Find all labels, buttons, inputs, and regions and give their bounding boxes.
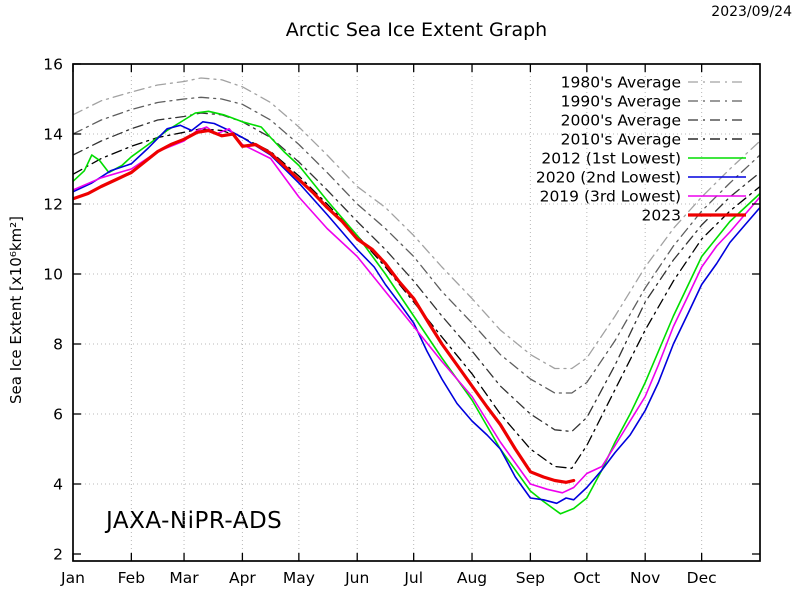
x-tick-label: Sep [516, 569, 545, 587]
legend-label: 2010's Average [561, 131, 681, 149]
legend-label: 1990's Average [561, 93, 681, 111]
legend-label: 2019 (3rd Lowest) [540, 188, 681, 206]
legend-label: 2000's Average [561, 112, 681, 130]
series-line-1980-s-average [73, 77, 760, 370]
x-tick-label: May [283, 569, 315, 587]
y-tick-labels: 2 4 6 8 10 12 14 16 [43, 56, 63, 564]
y-tick-label: 6 [53, 406, 63, 424]
series-line-2000-s-average [73, 112, 760, 433]
series-line-1990-s-average [73, 96, 760, 394]
series-line-2020-2nd-lowest- [73, 121, 760, 505]
legend-label: 1980's Average [561, 74, 681, 92]
x-tick-label: Jun [344, 569, 369, 587]
legend-label: 2020 (2nd Lowest) [536, 169, 681, 187]
x-tick-label: Nov [630, 569, 660, 587]
series-line-2010-s-average [73, 128, 760, 469]
plot-border [72, 63, 761, 562]
x-tick-label: Apr [229, 569, 256, 587]
series-group [73, 77, 760, 515]
series-line-2019-3rd-lowest- [73, 126, 760, 494]
gridlines [73, 64, 760, 561]
series-line-2012-1st-lowest- [73, 110, 760, 515]
date-stamp: 2023/09/24 [711, 4, 792, 20]
y-tick-label: 10 [43, 266, 63, 284]
series-line-2023 [73, 128, 576, 484]
x-tick-label: Oct [573, 569, 600, 587]
chart-title: Arctic Sea Ice Extent Graph [285, 19, 548, 41]
x-tick-label: Mar [169, 569, 199, 587]
y-tick-label: 12 [43, 196, 63, 214]
legend-label: 2023 [642, 207, 681, 225]
y-tick-label: 16 [43, 56, 63, 74]
y-tick-label: 14 [43, 126, 63, 144]
y-tick-label: 4 [53, 476, 63, 494]
x-tick-label: Dec [687, 569, 717, 587]
legend-label: 2012 (1st Lowest) [541, 150, 681, 168]
y-tick-label: 2 [53, 546, 63, 564]
x-tick-label: Feb [118, 569, 145, 587]
x-tick-label: Jul [403, 569, 423, 587]
axis-ticks [72, 63, 760, 561]
x-tick-labels: Jan Feb Mar Apr May Jun Jul Aug Sep Oct Nov Dec [60, 569, 717, 587]
y-tick-label: 8 [53, 336, 63, 354]
x-tick-label: Jan [60, 569, 85, 587]
x-tick-label: Aug [457, 569, 487, 587]
watermark: JAXA-NiPR-ADS [106, 508, 283, 534]
